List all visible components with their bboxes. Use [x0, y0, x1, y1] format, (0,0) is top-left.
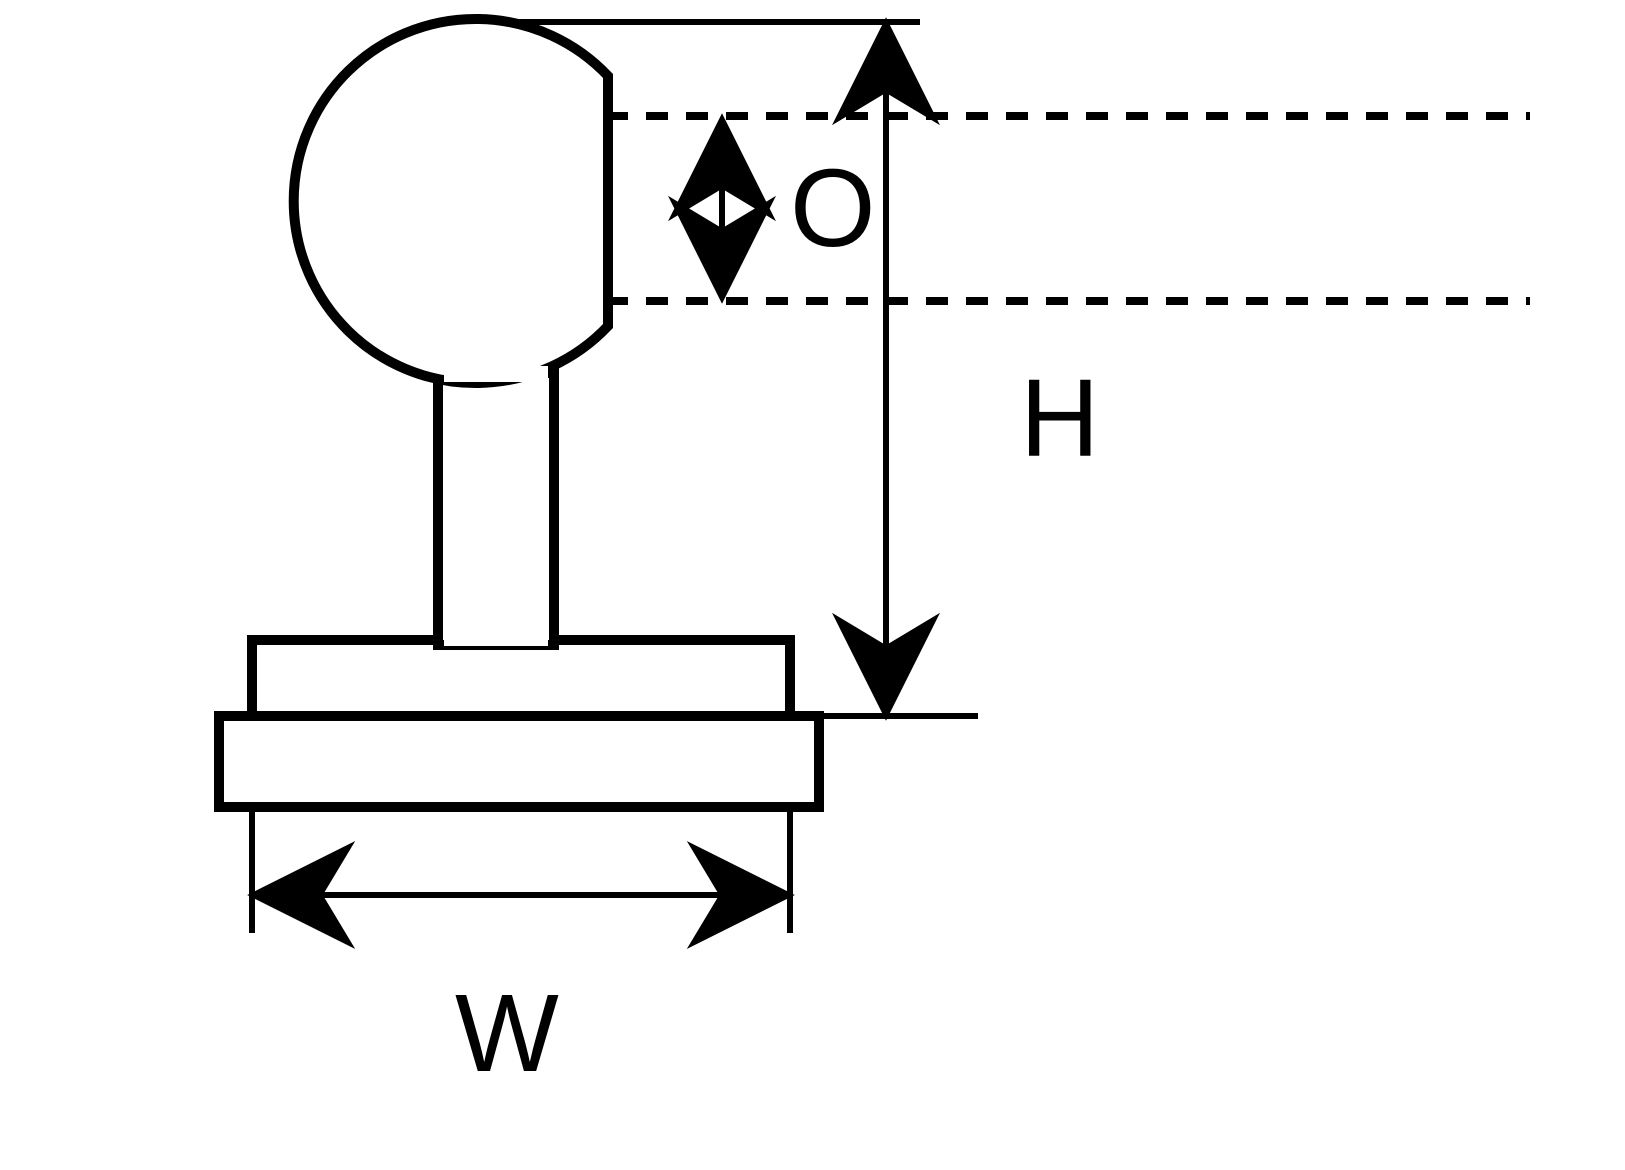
- label-w: W: [455, 970, 559, 1097]
- ball: [294, 19, 608, 383]
- seam-cover-ball-neck: [444, 366, 548, 382]
- seam-cover-neck-plate: [444, 636, 548, 646]
- base-plate-lower: [219, 716, 819, 807]
- base-plate-upper: [252, 640, 790, 716]
- label-o: O: [790, 145, 876, 272]
- label-h: H: [1020, 355, 1099, 482]
- diagram-canvas: W H O: [0, 0, 1625, 1170]
- neck: [438, 373, 554, 645]
